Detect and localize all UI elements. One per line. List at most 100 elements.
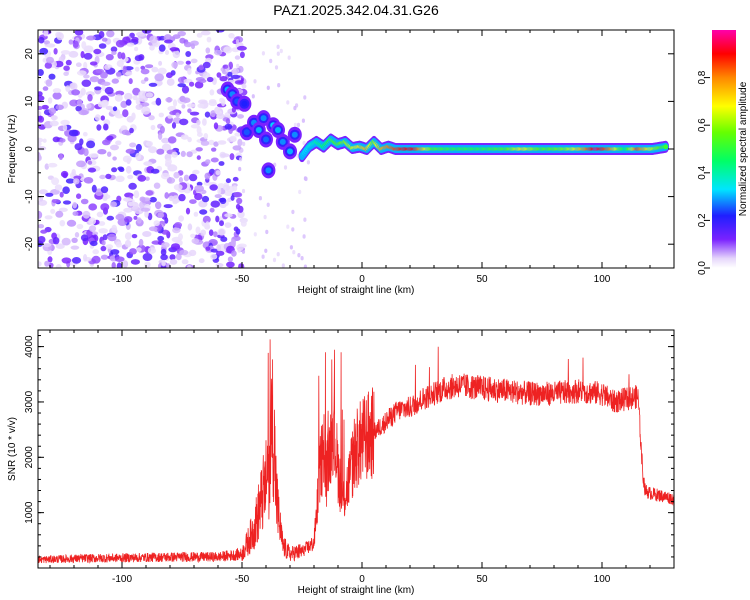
noise-speckle (144, 77, 149, 82)
noise-speckle (141, 106, 151, 115)
noise-speckle (111, 224, 118, 233)
noise-speckle (78, 109, 89, 116)
noise-speckle (191, 238, 200, 244)
noise-speckle (177, 83, 186, 88)
y-tick-label: 4000 (24, 335, 35, 358)
noise-speckle (74, 232, 80, 238)
noise-speckle (230, 239, 236, 247)
noise-speckle (219, 97, 225, 103)
noise-speckle (137, 175, 147, 182)
noise-speckle (65, 59, 72, 66)
noise-speckle (42, 138, 47, 143)
noise-speckle (225, 178, 231, 184)
noise-speckle (213, 141, 219, 147)
y-tick-label: -10 (24, 189, 35, 204)
noise-speckle (188, 173, 198, 182)
noise-speckle (180, 150, 186, 157)
noise-speckle (55, 104, 64, 111)
noise-speckle (68, 129, 79, 137)
noise-speckle (158, 60, 163, 66)
noise-speckle (188, 249, 197, 257)
y-tick-label: 3000 (24, 390, 35, 413)
noise-speckle (195, 226, 201, 234)
noise-speckle (56, 32, 64, 41)
noise-speckle (124, 207, 131, 213)
noise-speckle (300, 256, 304, 261)
noise-speckle (112, 156, 117, 161)
noise-speckle (164, 192, 169, 199)
noise-speckle (69, 82, 76, 89)
x-tick-label: 50 (476, 574, 488, 585)
noise-speckle (126, 42, 135, 47)
noise-speckle (265, 229, 269, 235)
noise-speckle (224, 213, 233, 218)
noise-speckle (106, 30, 115, 38)
noise-speckle (122, 65, 127, 74)
ridge-blob-core (243, 129, 250, 136)
noise-speckle (215, 215, 220, 223)
noise-speckle (87, 167, 97, 173)
noise-speckle (136, 247, 142, 253)
noise-speckle (150, 124, 156, 131)
noise-speckle (159, 125, 165, 134)
ridge-blob-core (241, 100, 248, 107)
noise-speckle (102, 99, 109, 107)
ridge-blob-core (260, 115, 267, 122)
noise-speckle (136, 217, 142, 224)
noise-speckle (88, 217, 97, 225)
noise-speckle (204, 172, 211, 180)
noise-speckle (186, 103, 196, 108)
noise-speckle (125, 165, 132, 174)
noise-speckle (61, 257, 72, 264)
noise-speckle (98, 221, 106, 226)
noise-speckle (100, 115, 106, 121)
y-tick-label: -20 (24, 237, 35, 252)
noise-speckle (153, 182, 161, 189)
noise-speckle (204, 111, 211, 118)
noise-speckle (115, 113, 124, 119)
noise-speckle (115, 175, 125, 183)
noise-speckle (186, 151, 193, 158)
noise-speckle (293, 105, 297, 111)
noise-speckle (100, 254, 109, 260)
noise-speckle (59, 138, 66, 143)
noise-speckle (184, 41, 192, 48)
noise-speckle (158, 112, 164, 118)
noise-speckle (293, 122, 297, 128)
noise-speckle (164, 217, 169, 224)
noise-speckle (92, 249, 99, 255)
noise-speckle (167, 136, 177, 144)
noise-speckle (81, 41, 87, 50)
noise-speckle (134, 55, 143, 62)
noise-speckle (76, 223, 84, 230)
x-tick-label: -100 (112, 274, 132, 285)
noise-speckle (133, 215, 138, 220)
noise-speckle (232, 67, 240, 75)
noise-speckle (192, 169, 200, 175)
noise-speckle (107, 233, 117, 242)
noise-speckle (182, 97, 191, 103)
noise-speckle (117, 51, 123, 59)
noise-speckle (91, 184, 97, 193)
noise-speckle (198, 79, 207, 83)
noise-speckle (209, 184, 218, 191)
noise-speckle (88, 225, 97, 233)
noise-speckle (115, 90, 125, 96)
noise-speckle (58, 153, 64, 160)
noise-speckle (217, 140, 227, 145)
noise-speckle (111, 167, 118, 173)
ridge-blob-core (263, 136, 269, 143)
noise-speckle (114, 256, 125, 263)
noise-speckle (196, 155, 201, 160)
noise-speckle (220, 236, 228, 242)
noise-speckle (166, 72, 173, 79)
noise-speckle (96, 124, 102, 131)
noise-speckle (213, 122, 219, 130)
noise-speckle (185, 60, 191, 65)
noise-speckle (261, 51, 265, 56)
noise-speckle (151, 66, 159, 73)
noise-speckle (171, 151, 178, 158)
noise-speckle (49, 120, 59, 127)
noise-speckle (102, 196, 108, 201)
noise-speckle (86, 103, 92, 109)
